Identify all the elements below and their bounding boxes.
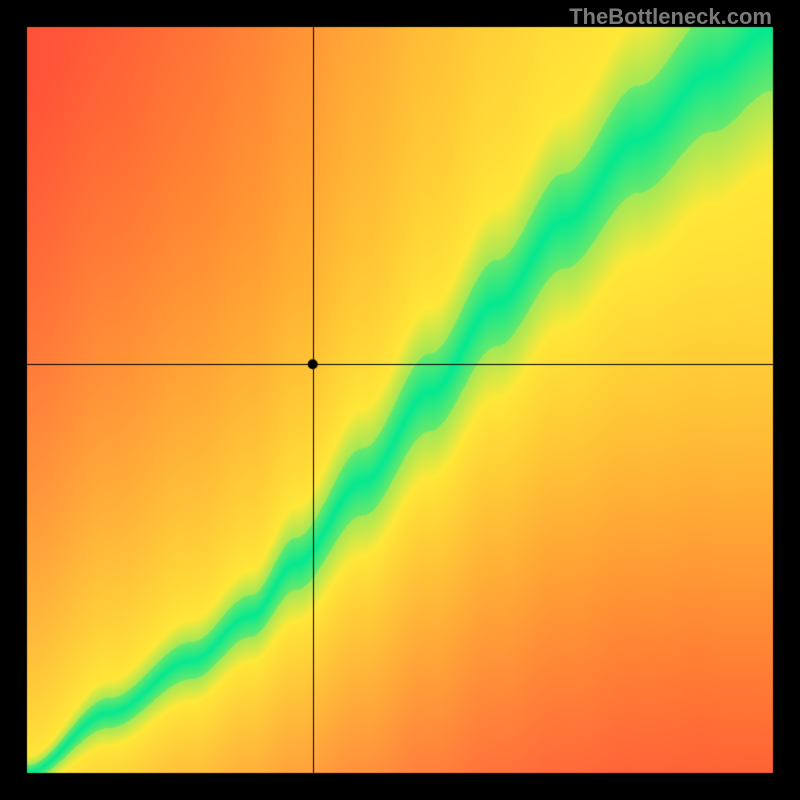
overlay-canvas [0,0,800,800]
chart-container: TheBottleneck.com [0,0,800,800]
watermark-text: TheBottleneck.com [569,4,772,30]
